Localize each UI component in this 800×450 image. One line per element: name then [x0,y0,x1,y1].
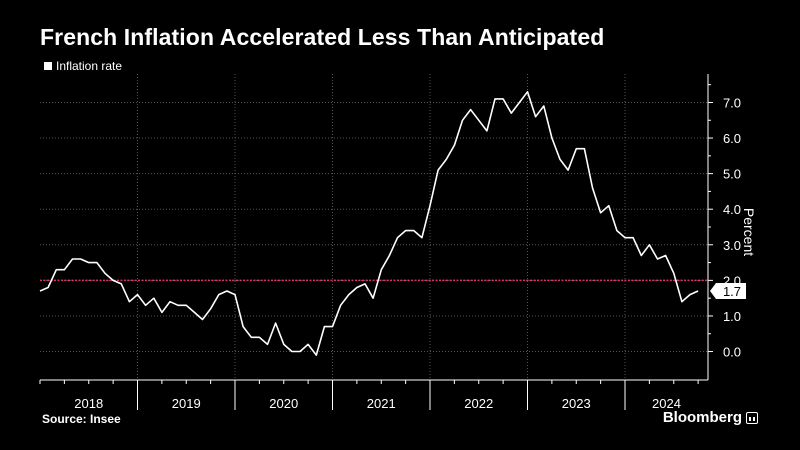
brand-logo: Bloomberg [663,409,758,426]
legend-swatch [44,62,52,70]
last-value-label-group: 1.7 [710,283,746,300]
y-tick-label: 6.0 [723,131,741,146]
last-value-badge [710,283,746,300]
y-tick-label: 7.0 [723,95,741,110]
y-tick-label: 0.0 [723,345,741,360]
x-tick-label: 2018 [74,396,103,411]
last-value-label: 1.7 [723,284,741,299]
series-group [39,91,699,356]
legend-label: Inflation rate [56,59,123,73]
series-line [39,91,699,356]
brand-name: Bloomberg [662,409,742,426]
y-axis-title: Percent [741,208,757,256]
source-note: Source: Insee [42,412,121,426]
y-tick-label: 3.0 [723,238,741,253]
y-tick-label: 4.0 [723,202,741,217]
x-axis: 2018 2019 2020 2021 2022 2023 2024 [39,379,708,411]
y-tick-label: 5.0 [723,167,741,182]
terminal-icon [746,411,758,424]
legend: Inflation rate [44,59,122,73]
x-tick-label: 2022 [464,396,493,411]
x-tick-label: 2021 [367,396,396,411]
chart-title: French Inflation Accelerated Less Than A… [40,24,605,50]
x-tick-label: 2024 [652,396,681,411]
x-tick-label: 2019 [172,396,201,411]
y-tick-label: 1.0 [723,309,741,324]
grid [40,74,708,380]
y-axis: 0.01.02.03.04.05.06.07.0 [707,74,741,380]
x-tick-label: 2023 [562,396,591,411]
x-tick-label: 2020 [269,396,298,411]
